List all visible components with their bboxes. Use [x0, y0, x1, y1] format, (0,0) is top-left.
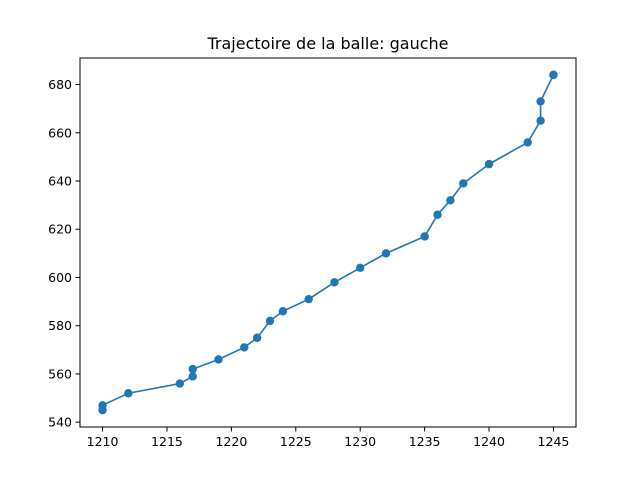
x-tick-label: 1215: [151, 434, 183, 449]
x-tick-label: 1220: [215, 434, 247, 449]
data-point: [98, 405, 107, 415]
data-point: [330, 278, 339, 287]
data-point: [124, 389, 133, 398]
data-point: [446, 196, 455, 205]
plot-area: 1210 1215 1220 1225 1230 1235 1240 1245 540 560 58…: [48, 57, 577, 449]
y-tick-label: 620: [48, 222, 72, 237]
data-point: [278, 307, 288, 316]
y-tick-label: 660: [48, 125, 72, 140]
data-point: [484, 159, 494, 169]
y-tick-label: 580: [48, 318, 72, 333]
data-point: [188, 364, 197, 374]
data-point: [459, 179, 468, 188]
y-tick-label: 560: [48, 366, 72, 381]
data-point: [433, 210, 442, 219]
y-tick-label: 540: [48, 415, 72, 430]
data-point: [356, 263, 365, 273]
data-point: [214, 355, 223, 364]
data-point: [252, 333, 262, 342]
data-point: [381, 249, 391, 258]
x-tick-label: 1240: [473, 434, 505, 449]
series-line: [101, 74, 555, 411]
x-tick-label: 1230: [344, 434, 376, 449]
axes-frame: [79, 57, 577, 428]
data-point: [240, 343, 249, 352]
data-point: [549, 70, 558, 80]
x-tick-label: 1235: [409, 434, 441, 449]
data-point: [265, 316, 275, 326]
y-tick-label: 640: [48, 174, 72, 189]
data-point: [536, 97, 545, 106]
x-tick-label: 1245: [538, 434, 570, 449]
x-tick-label: 1225: [280, 434, 312, 449]
y-tick-label: 680: [48, 77, 72, 92]
x-tick-label: 1210: [87, 434, 119, 449]
data-point: [304, 294, 313, 304]
chart-title: Trajectoire de la balle: gauche: [206, 34, 448, 53]
data-point: [523, 138, 532, 147]
data-point: [175, 379, 185, 388]
data-point: [536, 116, 545, 125]
y-tick-label: 600: [48, 270, 72, 285]
data-point: [188, 372, 197, 381]
data-point: [420, 232, 429, 241]
